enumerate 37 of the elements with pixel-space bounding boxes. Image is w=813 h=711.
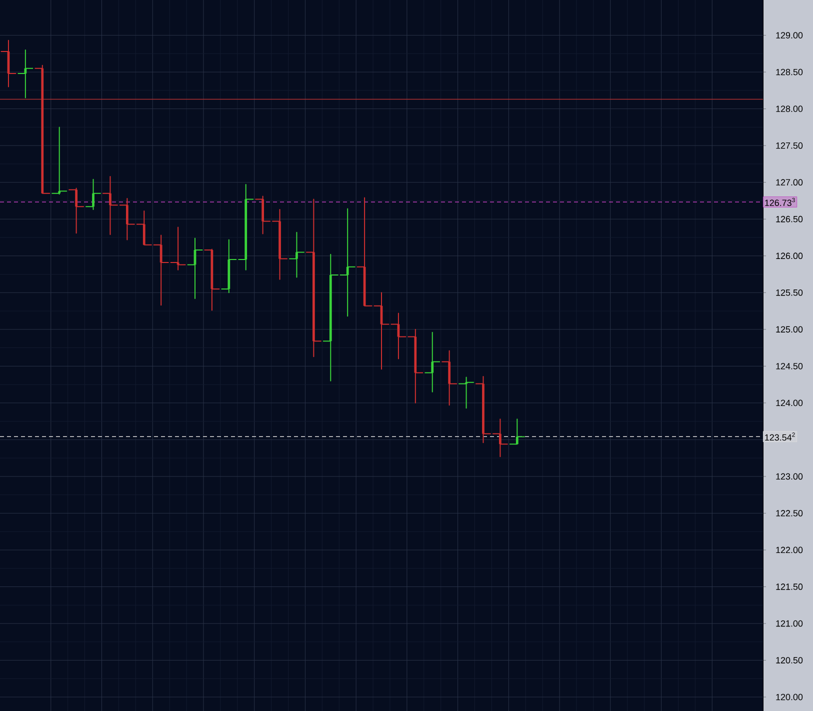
candlestick bbox=[17, 49, 34, 98]
y-tick-label: 124.50 bbox=[776, 362, 803, 370]
y-tick-label: 126.00 bbox=[776, 252, 803, 260]
y-tick-label: 120.00 bbox=[776, 694, 803, 700]
y-tick-label: 123.00 bbox=[776, 473, 803, 480]
candlestick bbox=[34, 64, 51, 194]
candlestick bbox=[0, 40, 17, 88]
y-tick-label: 126.50 bbox=[776, 216, 803, 222]
y-tick-label: 128.00 bbox=[776, 106, 803, 112]
candlestick bbox=[186, 238, 204, 300]
y-tick-label: 120.50 bbox=[776, 657, 803, 664]
y-tick-label: 127.50 bbox=[776, 142, 803, 149]
candlestick bbox=[373, 292, 390, 370]
candlestick bbox=[68, 188, 84, 234]
y-tick-label: 127.00 bbox=[776, 179, 803, 186]
y-tick-label: 125.50 bbox=[776, 289, 803, 296]
y-tick-label: 128.50 bbox=[776, 68, 803, 76]
y-tick-label: 121.50 bbox=[776, 584, 803, 590]
candlestick bbox=[458, 376, 474, 409]
y-tick-label: 125.00 bbox=[776, 326, 803, 333]
y-tick-label: 124.00 bbox=[776, 400, 803, 406]
candlestick bbox=[509, 418, 526, 445]
ref-line-label: 123.54$^{2}$ bbox=[765, 432, 795, 441]
candlestick bbox=[170, 226, 186, 270]
candlestick bbox=[306, 198, 322, 358]
candlestick bbox=[51, 126, 68, 195]
candlestick bbox=[85, 178, 102, 210]
candlestick bbox=[390, 312, 407, 360]
y-tick-label: 122.00 bbox=[776, 546, 803, 554]
candlestick bbox=[424, 332, 440, 392]
y-tick-label: 122.50 bbox=[776, 510, 803, 516]
candlestick bbox=[441, 350, 458, 406]
candlestick bbox=[288, 232, 305, 278]
candlestick bbox=[407, 328, 424, 404]
y-tick-label: 129.00 bbox=[776, 32, 803, 38]
y-tick-label: 121.00 bbox=[776, 620, 803, 627]
ref-line-label: 126.73$^{3}$ bbox=[765, 198, 795, 206]
